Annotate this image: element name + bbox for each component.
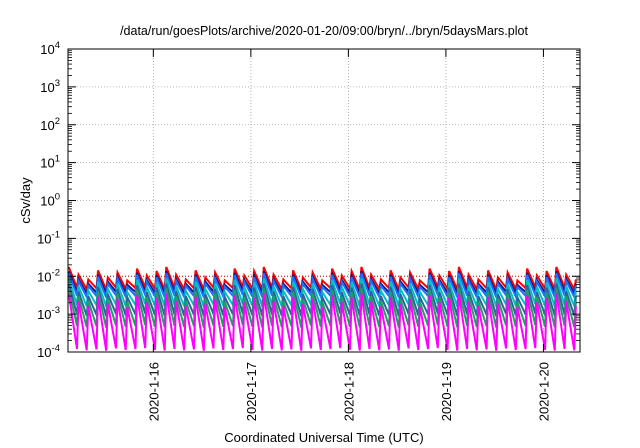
x-tick-label: 2020-1-19 — [439, 362, 454, 421]
y-axis-title: cSv/day — [18, 177, 33, 224]
chart-title: /data/run/goesPlots/archive/2020-01-20/0… — [120, 24, 528, 38]
x-tick-label: 2020-1-18 — [341, 362, 356, 421]
y-tick-label: 103 — [40, 78, 60, 95]
x-axis-title: Coordinated Universal Time (UTC) — [224, 430, 423, 445]
y-tick-label: 10-3 — [37, 305, 60, 322]
ticks: 10-4 10-3 10-2 10-1 100 101 102 103 104 2020-1-16… — [37, 40, 580, 421]
y-tick-label: 104 — [40, 40, 60, 57]
y-tick-label: 10-4 — [37, 343, 60, 360]
y-tick-label: 100 — [40, 192, 60, 209]
y-tick-label: 101 — [40, 154, 60, 171]
x-tick-label: 2020-1-17 — [244, 362, 259, 421]
series-line-7 — [68, 293, 577, 351]
y-tick-label: 10-2 — [37, 267, 60, 284]
y-tick-label: 102 — [40, 116, 60, 133]
x-tick-label: 2020-1-20 — [536, 362, 551, 421]
x-tick-label: 2020-1-16 — [146, 362, 161, 421]
series-group — [68, 266, 577, 351]
y-tick-label: 10-1 — [37, 229, 60, 246]
